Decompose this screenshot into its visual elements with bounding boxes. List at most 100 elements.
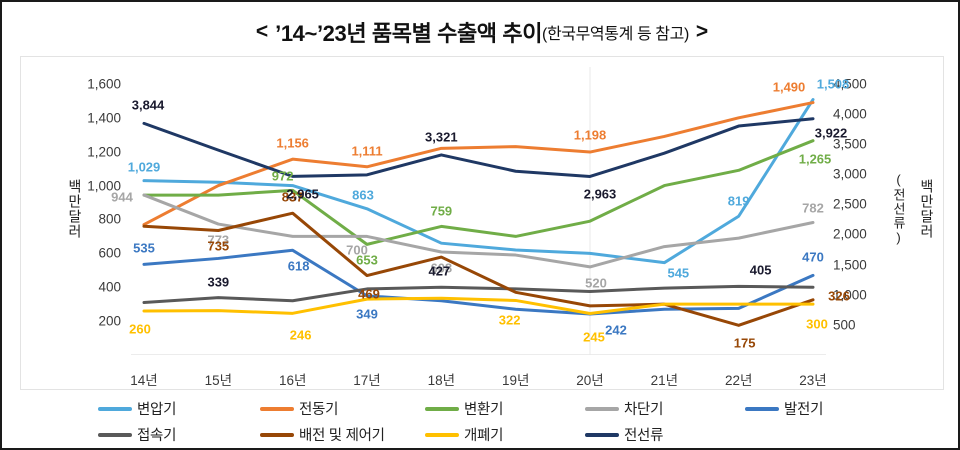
series-line-접속기 xyxy=(142,284,815,304)
legend-item-변압기[interactable]: 변압기 xyxy=(98,398,176,419)
y-tick-right: 3,000 xyxy=(833,166,867,182)
legend-item-개폐기[interactable]: 개폐기 xyxy=(425,424,503,445)
x-tick: 16년 xyxy=(278,373,307,388)
legend-label: 변압기 xyxy=(137,402,177,418)
legend-swatch-icon xyxy=(585,406,619,411)
series-line-변압기 xyxy=(142,98,815,265)
legend-swatch-icon xyxy=(98,432,132,437)
data-label-변압기-23년: 1,508 xyxy=(816,76,850,92)
data-label-발전기-16년: 618 xyxy=(287,258,310,274)
legend-item-배전 및 제어기[interactable]: 배전 및 제어기 xyxy=(260,424,385,445)
y-tick-right: 2,000 xyxy=(833,226,867,242)
data-label-변환기-18년: 759 xyxy=(430,203,453,219)
data-label-개폐기-20년: 245 xyxy=(583,329,605,345)
legend-swatch-icon xyxy=(585,432,619,437)
chart-frame: 백만달러 (전선류) 백만달러 1,600 1,400 1,200 1,000 800 6… xyxy=(20,56,944,390)
x-tick: 23년 xyxy=(799,373,827,388)
x-tick: 19년 xyxy=(501,373,530,388)
data-label-차단기-17년: 700 xyxy=(346,242,368,258)
data-label-차단기-14년: 944 xyxy=(111,189,133,205)
y-tick-left: 1,600 xyxy=(87,76,121,92)
legend-item-발전기[interactable]: 발전기 xyxy=(745,398,823,419)
data-label-접속기-15년: 339 xyxy=(207,274,230,290)
data-label-개폐기-16년: 246 xyxy=(289,327,312,343)
legend-label: 배전 및 제어기 xyxy=(299,428,385,444)
y-tick-left: 400 xyxy=(98,279,121,295)
legend-item-차단기[interactable]: 차단기 xyxy=(585,398,663,419)
legend-item-전선류[interactable]: 전선류 xyxy=(585,424,663,445)
legend-item-접속기[interactable]: 접속기 xyxy=(98,424,176,445)
data-label-차단기-23년: 782 xyxy=(802,200,824,216)
legend-label: 접속기 xyxy=(137,428,177,444)
data-label-변압기-17년: 863 xyxy=(352,187,374,203)
y-tick-right: 1,500 xyxy=(833,257,867,273)
series-line-발전기 xyxy=(142,248,815,316)
y-tick-left: 1,400 xyxy=(87,110,121,126)
y-tick-right: 500 xyxy=(833,317,856,333)
series-line-전선류 xyxy=(142,117,815,178)
data-label-발전기-17년: 349 xyxy=(356,306,378,322)
data-label-배전 및 제어기-23년: 326 xyxy=(828,288,850,304)
data-label-배전 및 제어기-15년: 735 xyxy=(207,238,230,254)
data-label-차단기-18년: 608 xyxy=(430,260,453,276)
data-label-전선류-14년: 3,844 xyxy=(131,97,165,113)
legend-swatch-icon xyxy=(425,432,459,437)
y-axis-left-title: 백만달러 xyxy=(67,179,83,239)
y-tick-right: 4,000 xyxy=(833,106,867,122)
title-sub-text: (한국무역통계 등 참고) xyxy=(542,26,689,43)
legend-swatch-icon xyxy=(260,406,294,411)
legend-swatch-icon xyxy=(425,406,459,411)
y-tick-right: 3,500 xyxy=(833,136,867,152)
series-line-개폐기 xyxy=(142,296,815,315)
series-line-배전 및 제어기 xyxy=(142,211,815,327)
y-tick-right: 2,500 xyxy=(833,196,867,212)
legend-swatch-icon xyxy=(98,406,132,411)
data-label-전선류-23년: 3,922 xyxy=(814,125,848,141)
legend-label: 변환기 xyxy=(464,402,504,418)
data-label-접속기-18년: 427 xyxy=(428,263,451,279)
y-tick-left: 600 xyxy=(98,245,121,261)
data-label-개폐기-14년: 260 xyxy=(129,321,151,337)
data-label-전동기-17년: 1,111 xyxy=(351,143,383,159)
y-tick-left: 200 xyxy=(98,313,121,329)
data-label-차단기-15년: 773 xyxy=(207,232,230,248)
data-label-전동기-16년: 1,156 xyxy=(276,135,309,151)
y-tick-left: 1,200 xyxy=(87,144,121,160)
data-label-변압기-21년: 545 xyxy=(667,265,690,281)
title-right-chevron: > xyxy=(695,20,709,43)
y-tick-left: 800 xyxy=(98,211,121,227)
data-label-발전기-23년: 470 xyxy=(802,249,824,265)
legend-label: 전선류 xyxy=(624,428,664,444)
data-label-변환기-17년: 653 xyxy=(356,252,378,268)
x-tick: 21년 xyxy=(650,373,679,388)
data-label-전동기-20년: 1,198 xyxy=(573,127,607,143)
data-label-배전 및 제어기-17년: 469 xyxy=(358,286,380,302)
data-label-접속기-22년: 405 xyxy=(749,262,772,278)
legend-item-전동기[interactable]: 전동기 xyxy=(260,398,338,419)
legend-swatch-icon xyxy=(745,406,779,411)
legend-label: 차단기 xyxy=(624,402,664,418)
title-main-text: ’14~’23년 품목별 수출액 추이 xyxy=(275,21,543,46)
chart-lines xyxy=(131,67,826,355)
legend-item-변환기[interactable]: 변환기 xyxy=(425,398,503,419)
y-tick-right: 4,500 xyxy=(833,76,867,92)
y-tick-left: 1,000 xyxy=(87,178,121,194)
data-label-차단기-20년: 520 xyxy=(585,275,607,291)
series-line-변환기 xyxy=(142,139,815,246)
y-axis-right-title: 백만달러 xyxy=(919,179,935,239)
data-label-개폐기-19년: 322 xyxy=(498,312,521,328)
legend-label: 발전기 xyxy=(784,402,824,418)
legend-label: 전동기 xyxy=(299,402,339,418)
data-label-발전기-20년: 242 xyxy=(605,322,627,338)
series-line-차단기 xyxy=(142,193,815,269)
data-label-발전기-14년: 535 xyxy=(133,240,155,256)
data-label-개폐기-23년: 300 xyxy=(806,316,828,332)
data-label-배전 및 제어기-16년: 837 xyxy=(281,189,304,205)
legend-label: 개폐기 xyxy=(464,428,504,444)
x-tick: 18년 xyxy=(427,373,456,388)
x-tick: 22년 xyxy=(724,373,753,388)
page-title: < ’14~’23년 품목별 수출액 추이(한국무역통계 등 참고) > xyxy=(2,16,960,48)
data-label-전동기-23년: 1,490 xyxy=(772,79,806,95)
